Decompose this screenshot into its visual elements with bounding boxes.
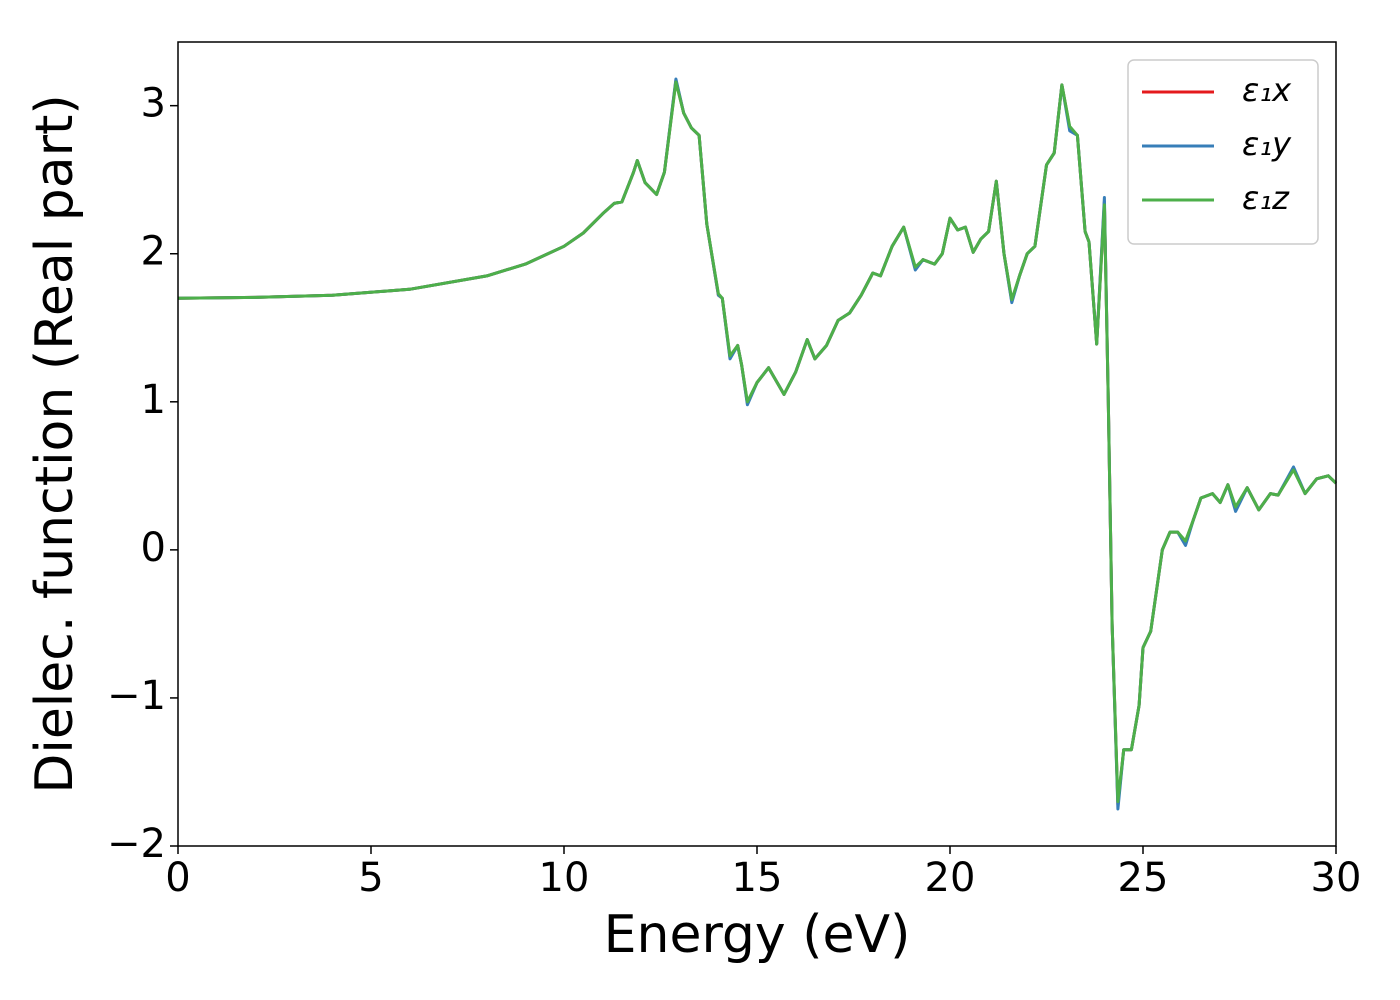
y-tick-label: 3 [141, 81, 166, 127]
legend-box [1127, 59, 1319, 245]
x-tick-label: 30 [1311, 855, 1362, 901]
x-tick-label: 10 [539, 855, 590, 901]
series-line [177, 80, 1338, 804]
x-axis-label: Energy (eV) [604, 905, 911, 965]
legend-label: ε₁y [1242, 125, 1292, 163]
plot-frame [177, 41, 1337, 847]
y-tick-label: 1 [141, 377, 166, 423]
legend-label: ε₁z [1242, 179, 1290, 217]
x-tick-label: 5 [358, 855, 383, 901]
y-tick-label: −2 [107, 821, 166, 867]
x-tick-label: 25 [1118, 855, 1169, 901]
x-tick-label: 20 [925, 855, 976, 901]
y-tick-label: 0 [141, 525, 166, 571]
y-tick-label: 2 [141, 229, 166, 275]
x-tick-label: 0 [165, 855, 190, 901]
x-tick-label: 15 [732, 855, 783, 901]
y-axis-label: Dielec. function (Real part) [25, 94, 85, 793]
legend-label: ε₁x [1242, 71, 1292, 109]
y-tick-label: −1 [107, 673, 166, 719]
